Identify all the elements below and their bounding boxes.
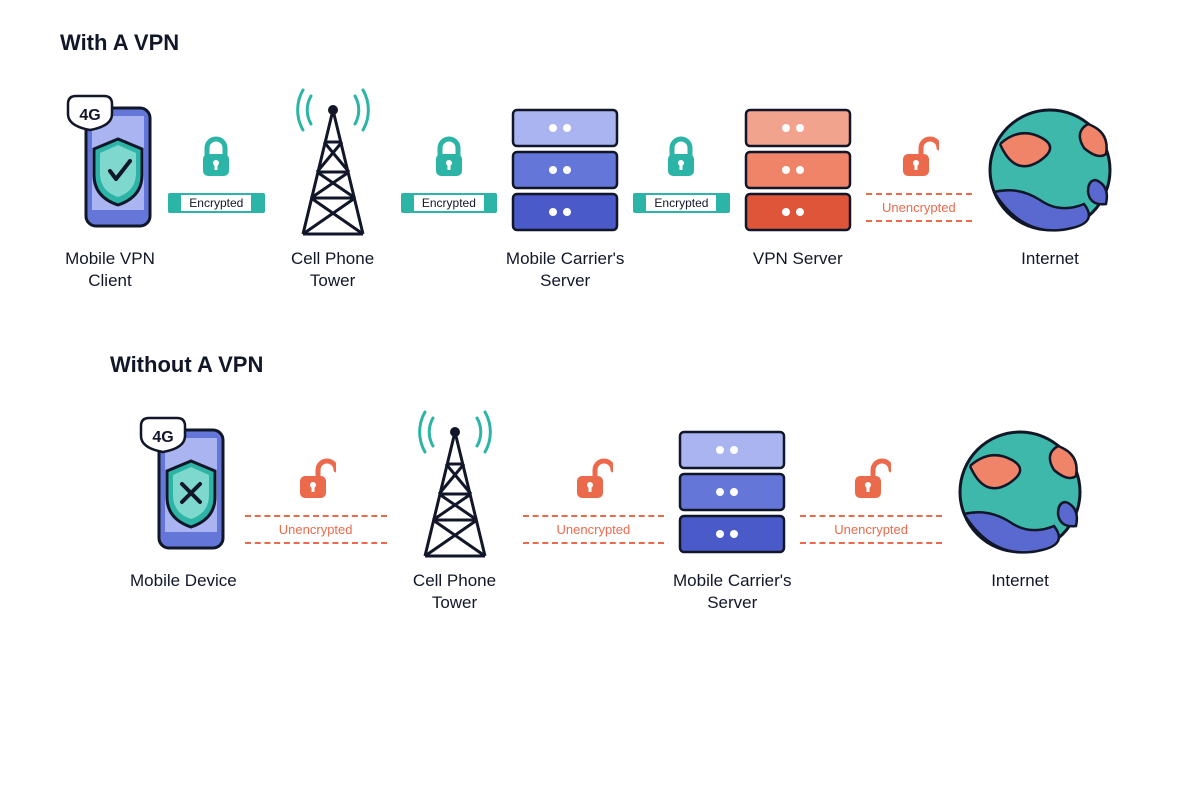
cell-tower-icon [273,86,393,236]
svg-text:4G: 4G [153,429,174,446]
connector-label: Encrypted [645,194,717,212]
server-stack-icon [672,418,792,558]
lock-closed-icon [431,136,467,178]
connector-label: Unencrypted [830,520,912,539]
globe-icon [950,418,1090,558]
lock-closed-icon [198,136,234,178]
without-vpn-row: 4G Mobile Device Un [50,408,1130,614]
with-vpn-section: With A VPN 4G Mobi [50,30,1130,292]
connector-label: Encrypted [180,194,252,212]
node-internet: Internet [980,86,1120,270]
connector-encrypted: Encrypted [625,136,738,213]
node-cell-tower: Cell Phone Tower [273,86,393,292]
node-label: Mobile Carrier's Server [506,248,625,292]
lock-closed-icon [663,136,699,178]
connector-label: Unencrypted [275,520,357,539]
node-label: Mobile Carrier's Server [673,570,792,614]
svg-text:4G: 4G [79,107,100,124]
node-label: VPN Server [753,248,843,270]
phone-shield-x-icon: 4G [133,408,233,558]
connector-unencrypted: Unencrypted [792,458,950,544]
phone-shield-check-icon: 4G [60,86,160,236]
node-mobile-vpn-client: 4G Mobile VPN Client [60,86,160,292]
globe-icon [980,96,1120,236]
connector-unencrypted: Unencrypted [858,136,980,222]
with-vpn-row: 4G Mobile VPN Client [50,86,1130,292]
lock-open-icon [573,458,613,500]
connector-label: Unencrypted [553,520,635,539]
node-vpn-server: VPN Server [738,86,858,270]
connector-label: Encrypted [413,194,485,212]
node-internet: Internet [950,408,1090,592]
node-carrier-server: Mobile Carrier's Server [672,408,792,614]
without-vpn-section: Without A VPN 4G M [50,352,1130,614]
without-vpn-title: Without A VPN [110,352,1130,378]
vpn-server-stack-icon [738,96,858,236]
node-label: Mobile Device [130,570,237,592]
cell-tower-icon [395,408,515,558]
with-vpn-title: With A VPN [60,30,1130,56]
connector-label: Unencrypted [878,198,960,217]
node-label: Cell Phone Tower [291,248,374,292]
connector-unencrypted: Unencrypted [237,458,395,544]
node-cell-tower: Cell Phone Tower [395,408,515,614]
server-stack-icon [505,96,625,236]
connector-unencrypted: Unencrypted [515,458,673,544]
node-carrier-server: Mobile Carrier's Server [505,86,625,292]
connector-encrypted: Encrypted [160,136,273,213]
node-mobile-device: 4G Mobile Device [130,408,237,592]
node-label: Internet [1021,248,1079,270]
connector-encrypted: Encrypted [393,136,506,213]
node-label: Cell Phone Tower [413,570,496,614]
node-label: Internet [991,570,1049,592]
node-label: Mobile VPN Client [65,248,155,292]
lock-open-icon [296,458,336,500]
lock-open-icon [899,136,939,178]
lock-open-icon [851,458,891,500]
